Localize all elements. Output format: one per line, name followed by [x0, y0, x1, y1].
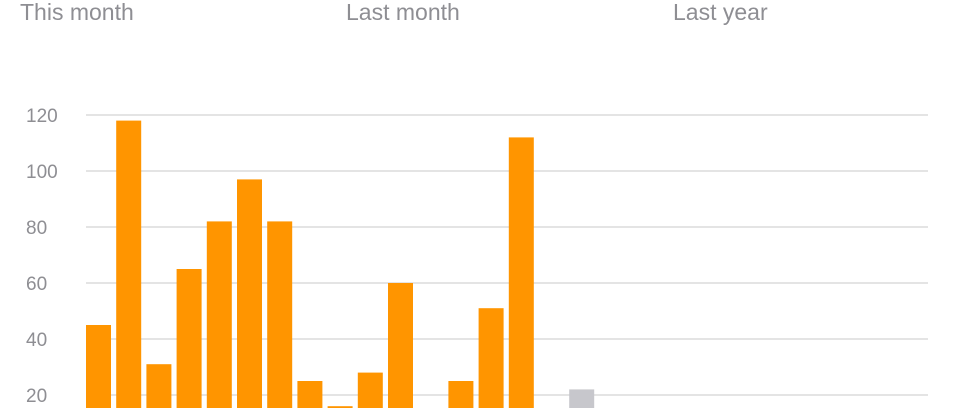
chart-bar[interactable] [388, 283, 413, 408]
tab-this-month[interactable]: This month [20, 0, 134, 25]
tab-last-month[interactable]: Last month [346, 0, 460, 25]
chart-bar[interactable] [267, 221, 293, 408]
tab-last-year[interactable]: Last year [673, 0, 768, 25]
y-tick-label: 20 [26, 386, 47, 407]
y-tick-label: 60 [26, 274, 47, 295]
y-tick-label: 40 [26, 330, 47, 351]
chart-bar[interactable] [237, 179, 262, 408]
chart-bar[interactable] [478, 308, 504, 408]
chart-bar[interactable] [116, 120, 142, 408]
period-tabs: This month Last month Last year [0, 0, 968, 40]
chart-bar[interactable] [508, 137, 534, 408]
chart-bar[interactable] [206, 221, 232, 408]
chart-bar[interactable] [176, 269, 202, 408]
current-day-bar[interactable] [569, 389, 595, 408]
y-tick-label: 120 [26, 106, 58, 127]
chart-bar[interactable] [146, 364, 172, 408]
y-tick-label: 100 [26, 162, 58, 183]
y-axis-ticks: 20 40 60 80 100 120 [26, 106, 58, 407]
y-tick-label: 80 [26, 218, 47, 239]
chart-bar[interactable] [327, 406, 353, 408]
chart-bar[interactable] [297, 381, 323, 408]
bars [86, 120, 595, 408]
chart-bar[interactable] [357, 372, 383, 408]
chart-bar[interactable] [448, 381, 474, 408]
chart-bar[interactable] [86, 325, 111, 408]
